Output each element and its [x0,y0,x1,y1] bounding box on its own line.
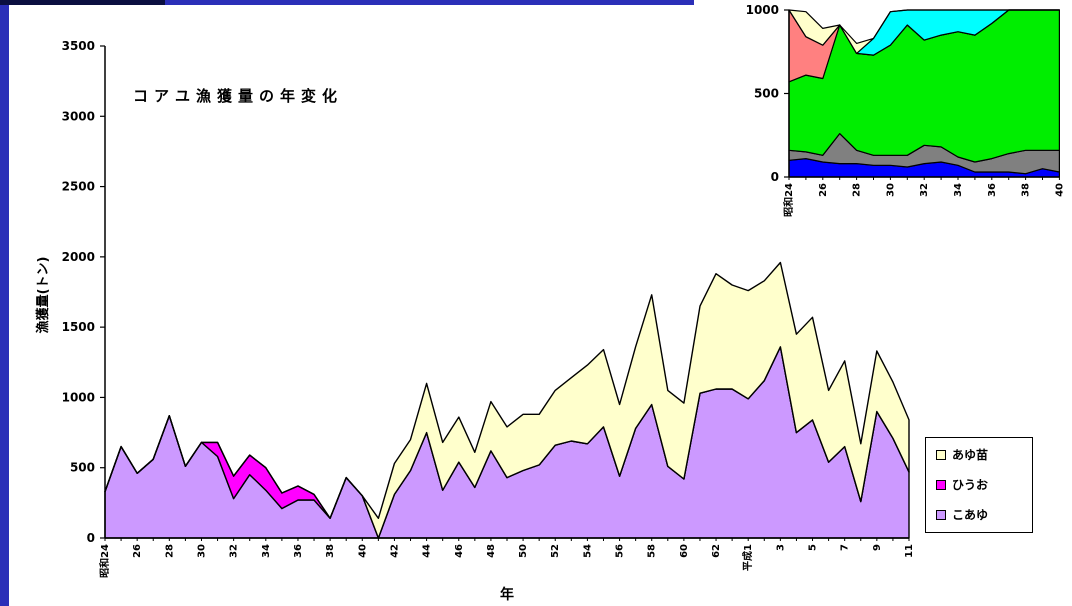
inset-y-tick-label-2: 0 [771,170,779,184]
main-x-tick-label-17: 58 [647,544,658,558]
main-x-tick-label-6: 36 [293,544,304,558]
main-x-tick-label-20: 平成1 [741,544,754,571]
inset-x-tick-labels: 昭和24 26 28 30 32 34 36 38 40 [782,183,1065,217]
main-y-tick-label-5: 1000 [62,390,95,404]
inset-y-tick-label-1: 500 [754,87,779,101]
inset-series-area-5 [788,9,1060,54]
top-accent-bar-dark [0,0,165,5]
main-x-tick-label-1: 26 [132,544,143,558]
main-x-tick-label-11: 46 [454,544,465,558]
legend-item-ayu-nae: あゆ苗 [936,447,989,463]
main-x-tick-label-18: 60 [679,544,690,558]
main-y-tick-label-1: 3000 [62,109,95,123]
main-x-tick-label-13: 50 [518,544,529,558]
legend: あゆ苗 ひうお こあゆ [925,437,1033,533]
inset-x-tick-label-4: 32 [919,183,930,197]
main-x-tick-label-24: 9 [872,544,883,551]
left-accent-bar [0,0,9,606]
main-x-tick-label-21: 3 [775,544,786,551]
inset-y-tick-label-0: 1000 [746,3,779,17]
main-x-tick-label-8: 40 [357,544,368,558]
inset-chart: 1000 500 0 昭和24 26 28 30 32 34 36 38 40 [746,0,1072,217]
main-x-tick-label-9: 42 [389,544,400,558]
top-accent-bar [165,0,694,5]
main-y-tick-label-3: 2000 [62,250,95,264]
inset-x-tick-label-6: 36 [987,183,998,197]
inset-x-tick-label-5: 34 [953,183,964,197]
main-series-areas [104,261,910,539]
main-axes [100,45,910,541]
inset-x-tick-label-1: 26 [818,183,829,197]
main-x-tick-label-5: 34 [261,544,272,558]
main-x-tick-label-4: 32 [229,544,240,558]
inset-series-areas [788,9,1060,178]
main-y-tick-label-4: 1500 [62,320,95,334]
legend-item-koayu: こあゆ [936,507,989,523]
inset-x-tick-label-3: 30 [885,183,896,197]
legend-swatch-ayu-nae [936,450,946,460]
main-x-tick-label-23: 7 [840,544,851,551]
main-x-tick-label-19: 62 [711,544,722,558]
inset-y-tick-labels: 1000 500 0 [746,3,779,184]
x-axis-label: 年 [500,586,514,603]
legend-item-hiuo: ひうお [936,477,989,493]
main-series-area-2 [104,261,910,539]
main-x-tick-label-7: 38 [325,544,336,558]
main-x-tick-label-0: 昭和24 [98,544,111,578]
main-x-tick-label-16: 56 [615,544,626,558]
legend-swatch-hiuo [936,480,946,490]
inset-x-tick-label-7: 38 [1021,183,1032,197]
legend-swatch-koayu [936,510,946,520]
main-y-tick-label-6: 500 [70,461,95,475]
main-y-tick-label-7: 0 [87,531,95,545]
main-x-tick-label-14: 52 [550,544,561,558]
main-x-tick-label-15: 54 [582,544,593,558]
main-x-tick-label-2: 28 [164,544,175,558]
legend-label-koayu: こあゆ [952,508,989,522]
main-x-tick-label-3: 30 [197,544,208,558]
inset-x-tick-label-0: 昭和24 [782,183,795,217]
inset-x-tick-label-2: 28 [852,183,863,197]
main-x-tick-labels: 昭和24 26 28 30 32 34 36 38 40 42 44 46 48 50 52 54 56 58 60… [98,544,915,578]
main-x-tick-label-10: 44 [422,544,433,558]
legend-label-hiuo: ひうお [952,478,989,492]
main-y-tick-labels: 3500 3000 2500 2000 1500 1000 500 0 [62,39,95,545]
main-x-tick-label-22: 5 [808,544,819,551]
main-y-tick-label-0: 3500 [62,39,95,53]
y-axis-label: 漁獲量(トン) [35,257,51,334]
main-x-tick-label-25: 11 [904,544,915,558]
inset-x-tick-label-8: 40 [1054,183,1065,197]
chart-title: コアユ漁獲量の年変化 [133,87,343,105]
main-x-tick-label-12: 48 [486,544,497,558]
legend-label-ayu-nae: あゆ苗 [952,448,989,462]
main-y-tick-label-2: 2500 [62,180,95,194]
inset-axes [784,9,1060,180]
